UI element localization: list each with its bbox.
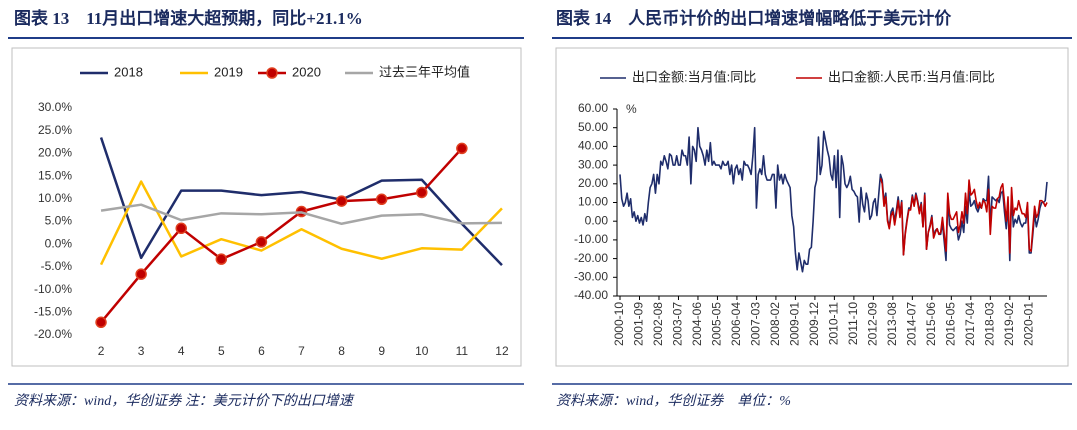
x-tick-label: 3: [138, 344, 145, 358]
x-tick-label: 2020-01: [1021, 302, 1035, 346]
source-note: 资料来源：wind，华创证券 注：美元计价下的出口增速: [14, 393, 355, 409]
y-tick-label: 15.0%: [38, 168, 72, 182]
y-tick-label: 0.0%: [45, 236, 73, 250]
legend-label: 2019: [214, 64, 243, 79]
y-tick-label: -5.0%: [41, 259, 73, 273]
x-tick-label: 2009-01: [788, 302, 802, 346]
series-line: [99, 137, 503, 266]
x-tick-label: 2001-09: [632, 302, 646, 346]
x-tick-label: 2011-10: [846, 302, 860, 345]
x-tick-label: 2018-03: [982, 302, 996, 346]
chart-title: 图表 14 人民币计价的出口增速增幅略低于美元计价: [556, 8, 952, 28]
y-tick-label: 10.00: [578, 195, 608, 209]
x-tick-label: 2009-12: [807, 302, 821, 346]
x-tick-label: 8: [338, 344, 345, 358]
point-marker: [135, 268, 147, 280]
x-tick-label: 9: [378, 344, 385, 358]
point-marker: [95, 316, 107, 329]
x-tick-label: 2019-02: [1002, 302, 1016, 346]
y-tick-label: 60.00: [578, 101, 608, 115]
x-tick-label: 2010-11: [827, 302, 841, 345]
legend-label: 2020: [292, 64, 321, 79]
point-marker: [335, 195, 348, 207]
series-line: [100, 147, 463, 324]
series-line: [100, 203, 502, 226]
y-tick-label: 30.0%: [38, 100, 72, 114]
x-tick-label: 11: [456, 344, 469, 358]
plot-frame: [11, 47, 522, 367]
point-marker: [255, 236, 268, 248]
y-tick-label: 20.00: [578, 176, 608, 190]
series-line: [879, 177, 1048, 256]
x-tick-label: 2012-09: [866, 302, 880, 346]
x-tick-label: 2015-06: [924, 302, 938, 346]
x-tick-label: 2017-04: [963, 302, 977, 346]
y-tick-label: -10.00: [574, 232, 608, 246]
x-tick-label: 2014-07: [905, 302, 919, 346]
x-tick-label: 4: [178, 344, 185, 358]
point-marker: [175, 222, 187, 235]
x-tick-label: 12: [495, 344, 509, 358]
y-tick-label: -15.0%: [34, 304, 72, 318]
x-tick-label: 2008-02: [768, 302, 782, 346]
point-marker: [375, 193, 388, 206]
legend-marker: [266, 67, 278, 79]
chart-title: 图表 13 11月出口增速大超预期，同比+21.1%: [14, 8, 363, 28]
x-tick-label: 2003-07: [671, 302, 685, 346]
source-note: 资料来源：wind，华创证券 单位：%: [556, 393, 791, 409]
y-tick-label: -20.0%: [34, 327, 72, 341]
y-tick-label: -20.00: [574, 251, 608, 265]
series-line: [99, 180, 503, 266]
x-tick-label: 6: [258, 344, 265, 358]
x-tick-label: 2: [98, 344, 105, 358]
series-line: [619, 126, 1048, 273]
point-marker: [456, 142, 468, 155]
x-tick-label: 2000-10: [612, 302, 626, 346]
legend-label: 2018: [114, 64, 143, 79]
plot-frame: [555, 47, 1069, 367]
x-tick-label: 7: [298, 344, 305, 358]
y-tick-label: -10.0%: [34, 282, 72, 296]
x-tick-label: 2006-04: [729, 302, 743, 346]
point-marker: [215, 253, 228, 265]
x-tick-label: 2002-08: [651, 302, 665, 346]
y-tick-label: 0.00: [585, 213, 609, 227]
x-tick-label: 5: [218, 344, 225, 358]
legend-label: 过去三年平均值: [379, 64, 470, 79]
y-unit: %: [626, 102, 637, 116]
x-tick-label: 2005-05: [710, 302, 724, 346]
legend-label: 出口金额:人民币:当月值:同比: [828, 69, 995, 84]
y-tick-label: 50.00: [578, 120, 608, 134]
y-tick-label: 25.0%: [38, 123, 72, 137]
x-tick-label: 2007-03: [749, 302, 763, 346]
y-tick-label: 5.0%: [45, 214, 73, 228]
point-marker: [416, 186, 428, 199]
x-tick-label: 2016-05: [943, 302, 957, 346]
x-tick-label: 2004-06: [690, 302, 704, 346]
y-tick-label: -30.00: [574, 269, 608, 283]
y-tick-label: -40.00: [574, 288, 608, 302]
legend-label: 出口金额:当月值:同比: [632, 69, 756, 84]
x-tick-label: 10: [415, 344, 429, 358]
y-tick-label: 30.00: [578, 157, 608, 171]
y-tick-label: 40.00: [578, 139, 608, 153]
x-tick-label: 2013-08: [885, 302, 899, 346]
y-tick-label: 10.0%: [38, 191, 72, 205]
y-tick-label: 20.0%: [38, 146, 72, 160]
